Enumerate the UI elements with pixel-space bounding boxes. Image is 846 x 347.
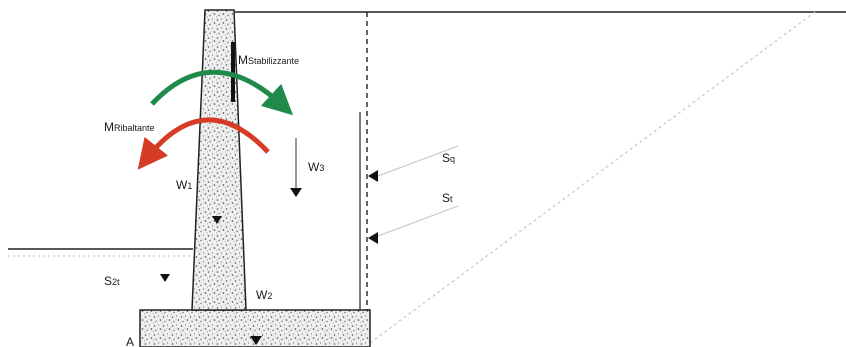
label-m-stabilizzante: MStabilizzante: [238, 53, 299, 67]
label-point-a: A: [126, 335, 134, 347]
label-w2: W2: [256, 288, 272, 302]
label-w3: W3: [308, 160, 324, 174]
sq-thrust-line: [377, 145, 459, 177]
w2-centroid-marker-icon: [250, 336, 262, 345]
label-m-ribaltante: MRibaltante: [104, 120, 155, 134]
w3-load-arrow-icon: [290, 188, 302, 197]
label-s2t: S2t: [104, 274, 120, 288]
st-thrust-line: [377, 205, 459, 237]
label-st: St: [442, 191, 453, 205]
stabilizing-moment-arrow-icon: [150, 69, 293, 116]
label-sq: Sq: [442, 151, 455, 165]
stem-marker-line: [231, 42, 235, 102]
sq-thrust-arrow-icon: [368, 170, 378, 182]
overturning-moment-arrow-icon: [137, 117, 270, 170]
active-wedge-line: [369, 11, 816, 344]
w1-centroid-marker-icon: [212, 216, 222, 224]
s2t-marker-icon: [160, 274, 170, 282]
label-w1: W1: [176, 178, 192, 192]
st-thrust-arrow-icon: [368, 232, 378, 244]
